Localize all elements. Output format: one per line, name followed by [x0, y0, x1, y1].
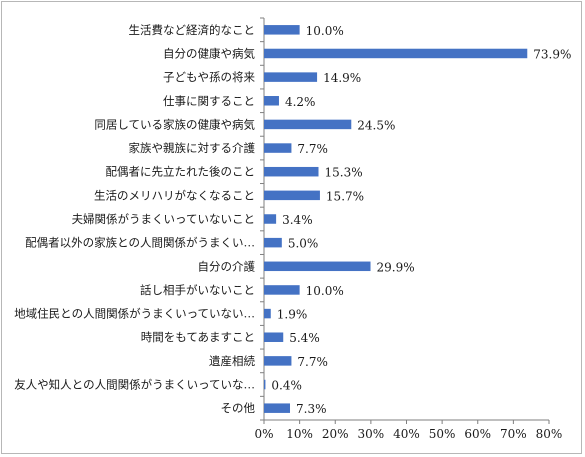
x-tick-label: 60% — [464, 427, 491, 441]
bar — [264, 237, 282, 248]
bar — [264, 214, 277, 224]
category-label: 自分の介護 — [198, 259, 256, 273]
bar — [264, 308, 271, 319]
bar — [264, 143, 292, 153]
category-label: 時間をもてあますこと — [141, 330, 255, 344]
data-label: 4.2% — [285, 95, 316, 109]
bar — [264, 25, 300, 35]
bar — [264, 332, 284, 342]
data-label: 5.0% — [288, 237, 319, 251]
x-tick-label: 20% — [322, 427, 349, 441]
bar — [264, 379, 266, 390]
bar — [264, 48, 528, 59]
bar — [264, 72, 318, 82]
data-label: 73.9% — [533, 47, 571, 61]
category-label: 生活費など経済的なこと — [129, 23, 256, 37]
category-label: 配偶者以外の家族との人間関係がうまくい… — [25, 236, 255, 250]
category-label: 遺産相続 — [209, 354, 255, 368]
category-label: その他 — [221, 401, 256, 415]
category-label: 配偶者に先立たれた後のこと — [106, 165, 256, 179]
category-label: 生活のメリハリがなくなること — [94, 188, 255, 202]
x-tick-label: 50% — [429, 427, 456, 441]
x-tick-label: 10% — [286, 427, 313, 441]
category-label: 自分の健康や病気 — [163, 46, 255, 60]
bar — [264, 96, 279, 106]
x-tick-label: 70% — [500, 427, 527, 441]
category-label: 子どもや孫の将来 — [163, 70, 255, 84]
category-label: 地域住民との人間関係がうまくいっていない… — [14, 307, 255, 321]
data-label: 15.3% — [325, 166, 363, 180]
category-label: 夫婦関係がうまくいっていないこと — [72, 212, 255, 226]
data-label: 15.7% — [326, 189, 364, 203]
category-label: 仕事に関すること — [163, 94, 255, 108]
data-label: 10.0% — [306, 284, 344, 298]
data-label: 3.4% — [282, 213, 313, 227]
category-label: 家族や親族に対する介護 — [129, 141, 256, 155]
category-label: 同居している家族の健康や病気 — [94, 117, 255, 131]
category-label: 話し相手がいないこと — [140, 283, 255, 297]
x-tick-label: 80% — [536, 427, 563, 441]
bar — [264, 403, 291, 413]
bar — [264, 356, 292, 366]
bar — [264, 119, 352, 130]
bar — [264, 261, 371, 272]
x-tick-label: 0% — [254, 427, 273, 441]
bar — [264, 190, 320, 201]
data-label: 7.7% — [297, 142, 328, 156]
data-label: 14.9% — [323, 71, 361, 85]
data-label: 5.4% — [289, 331, 320, 345]
data-label: 7.7% — [297, 355, 328, 369]
data-label: 7.3% — [296, 402, 327, 416]
data-label: 24.5% — [357, 118, 395, 132]
category-label: 友人や知人との人間関係がうまくいっていな… — [14, 378, 255, 392]
data-label: 29.9% — [377, 260, 415, 274]
x-tick-label: 40% — [393, 427, 420, 441]
bar — [264, 285, 300, 295]
data-label: 10.0% — [306, 24, 344, 38]
data-label: 1.9% — [277, 308, 308, 322]
bar — [264, 166, 319, 177]
x-tick-label: 30% — [358, 427, 385, 441]
data-label: 0.4% — [271, 379, 302, 393]
